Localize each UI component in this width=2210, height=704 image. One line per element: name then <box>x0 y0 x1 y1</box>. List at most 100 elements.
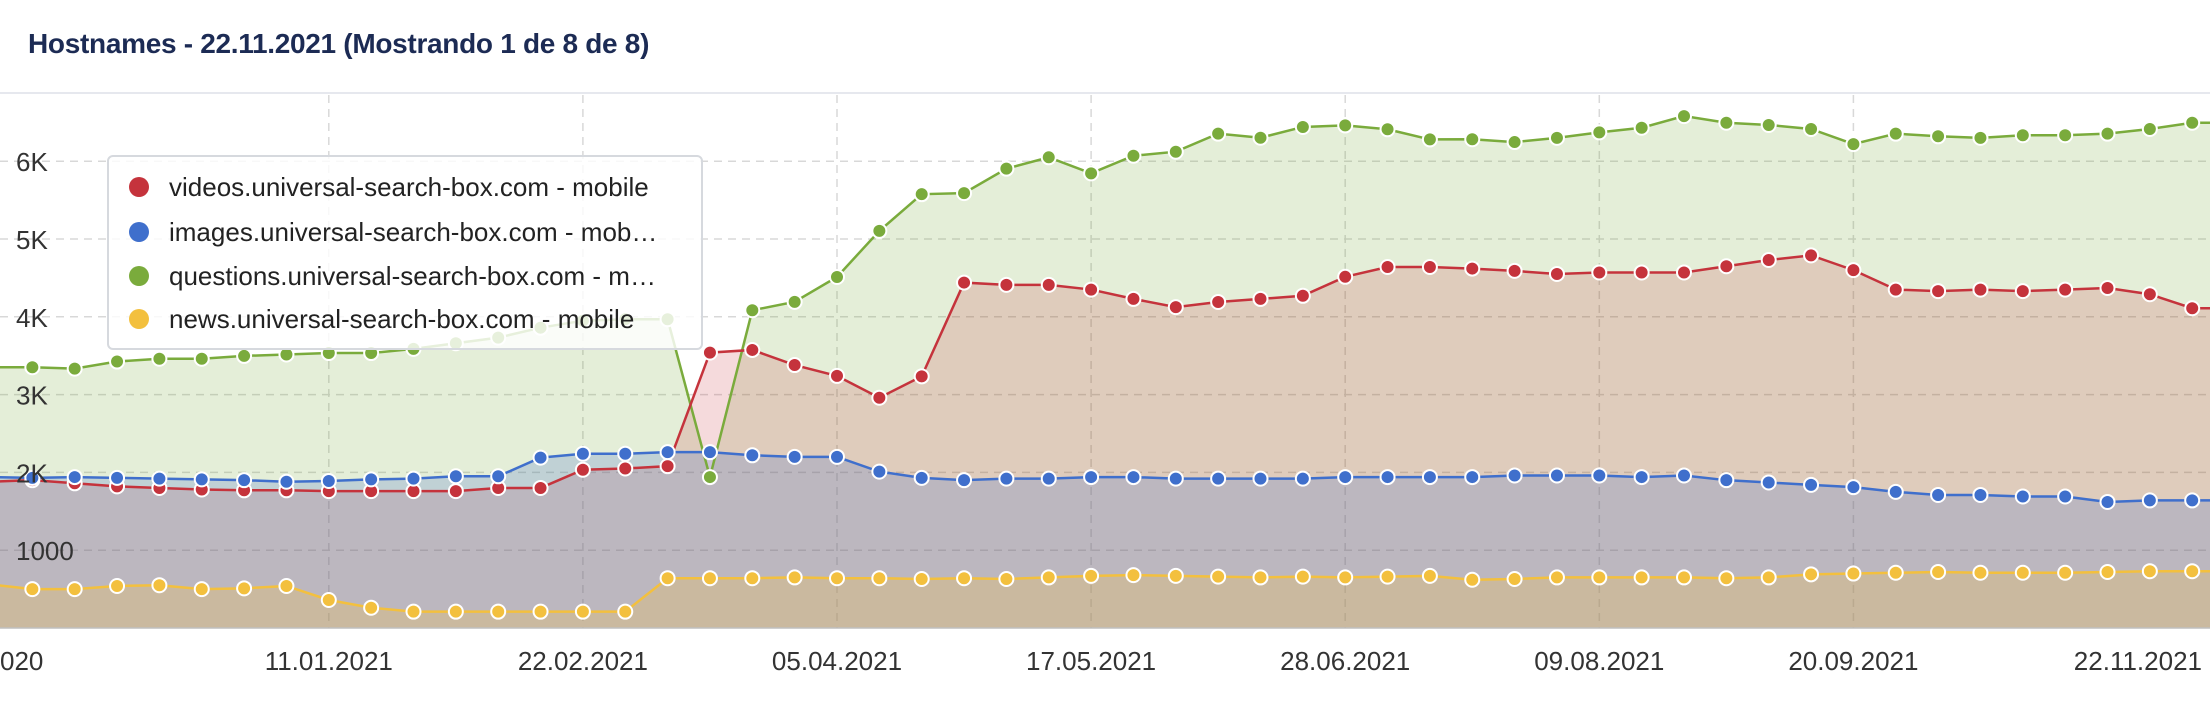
point-questions <box>871 222 888 239</box>
legend-item-questions[interactable]: questions.universal-search-box.com - m… <box>129 256 656 296</box>
point-videos <box>2057 281 2074 298</box>
x-tick-label: 17.05.2021 <box>1026 646 1156 676</box>
point-questions <box>2099 125 2116 142</box>
legend-item-videos[interactable]: videos.universal-search-box.com - mobile <box>129 167 649 207</box>
point-videos <box>744 341 761 358</box>
point-news <box>2057 564 2074 581</box>
point-images <box>1083 469 1100 486</box>
point-questions <box>1845 136 1862 153</box>
point-questions <box>829 268 845 285</box>
point-images <box>109 469 126 486</box>
point-videos <box>1294 287 1311 304</box>
point-images <box>2014 488 2031 505</box>
point-videos <box>2099 280 2116 297</box>
point-questions <box>193 350 210 367</box>
point-news <box>320 591 337 608</box>
point-images <box>786 448 803 465</box>
y-tick-label: 3K <box>16 381 48 411</box>
point-videos <box>574 461 591 478</box>
point-videos <box>1167 299 1184 316</box>
point-questions <box>1506 134 1523 151</box>
point-news <box>1930 563 1947 580</box>
point-videos <box>1760 252 1777 269</box>
x-tick-label: 05.04.2021 <box>772 646 902 676</box>
point-news <box>363 599 380 616</box>
point-questions <box>998 160 1015 177</box>
point-news <box>871 570 888 587</box>
point-videos <box>1125 290 1142 307</box>
point-news <box>1972 564 1989 581</box>
point-news <box>2099 563 2116 580</box>
point-questions <box>2014 127 2031 144</box>
point-images <box>151 470 168 487</box>
point-images <box>2099 493 2116 510</box>
point-videos <box>2184 300 2201 317</box>
legend-label-videos: videos.universal-search-box.com - mobile <box>169 171 649 202</box>
point-news <box>744 570 761 587</box>
point-videos <box>1633 264 1650 281</box>
point-news <box>109 577 126 594</box>
point-images <box>659 444 676 461</box>
point-news <box>1506 570 1523 587</box>
point-news <box>24 581 41 598</box>
legend-item-images[interactable]: images.universal-search-box.com - mob… <box>129 212 657 252</box>
point-videos <box>871 389 888 406</box>
point-news <box>829 570 845 587</box>
point-images <box>1718 472 1735 489</box>
point-images <box>24 469 41 486</box>
point-questions <box>1379 121 1396 138</box>
point-images <box>574 445 591 462</box>
point-images <box>1760 474 1777 491</box>
x-tick-label: 09.08.2021 <box>1534 646 1664 676</box>
point-news <box>1294 568 1311 585</box>
point-images <box>617 445 634 462</box>
panel-title: Hostnames - 22.11.2021 (Mostrando 1 de 8… <box>28 28 650 59</box>
point-news <box>786 569 803 586</box>
area-news <box>0 571 2210 628</box>
point-images <box>1294 470 1311 487</box>
point-questions <box>66 360 83 377</box>
point-images <box>1930 486 1947 503</box>
point-videos <box>2141 286 2158 303</box>
point-news <box>532 603 549 620</box>
point-videos <box>532 479 549 496</box>
point-images <box>278 473 295 490</box>
point-news <box>66 581 83 598</box>
point-questions <box>1803 120 1820 137</box>
point-questions <box>2057 127 2074 144</box>
point-videos <box>1337 268 1354 285</box>
point-questions <box>1167 143 1184 160</box>
point-images <box>66 469 83 486</box>
point-images <box>1506 467 1523 484</box>
point-videos <box>1718 258 1735 275</box>
point-questions <box>1421 131 1438 148</box>
point-images <box>1252 470 1269 487</box>
area-questions <box>0 116 2210 628</box>
point-videos <box>1379 259 1396 276</box>
point-news <box>617 603 634 620</box>
point-news <box>574 603 591 620</box>
legend-dot-videos <box>129 177 149 197</box>
y-tick-label: 6K <box>16 147 48 177</box>
point-images <box>1337 469 1354 486</box>
legend-item-news[interactable]: news.universal-search-box.com - mobile <box>129 299 634 339</box>
point-videos <box>1252 290 1269 307</box>
point-images <box>1591 467 1608 484</box>
point-questions <box>701 469 718 486</box>
point-images <box>1125 469 1142 486</box>
x-tick-label: 020 <box>0 646 43 676</box>
point-images <box>1676 467 1692 484</box>
point-questions <box>151 350 168 367</box>
point-questions <box>1040 149 1057 166</box>
point-images <box>532 449 549 466</box>
point-videos <box>913 368 930 385</box>
point-news <box>2141 563 2158 580</box>
point-news <box>447 603 464 620</box>
point-videos <box>1040 276 1057 293</box>
point-images <box>1633 469 1650 486</box>
point-images <box>913 469 930 486</box>
point-images <box>320 472 337 489</box>
x-tick-label: 11.01.2021 <box>265 646 393 676</box>
